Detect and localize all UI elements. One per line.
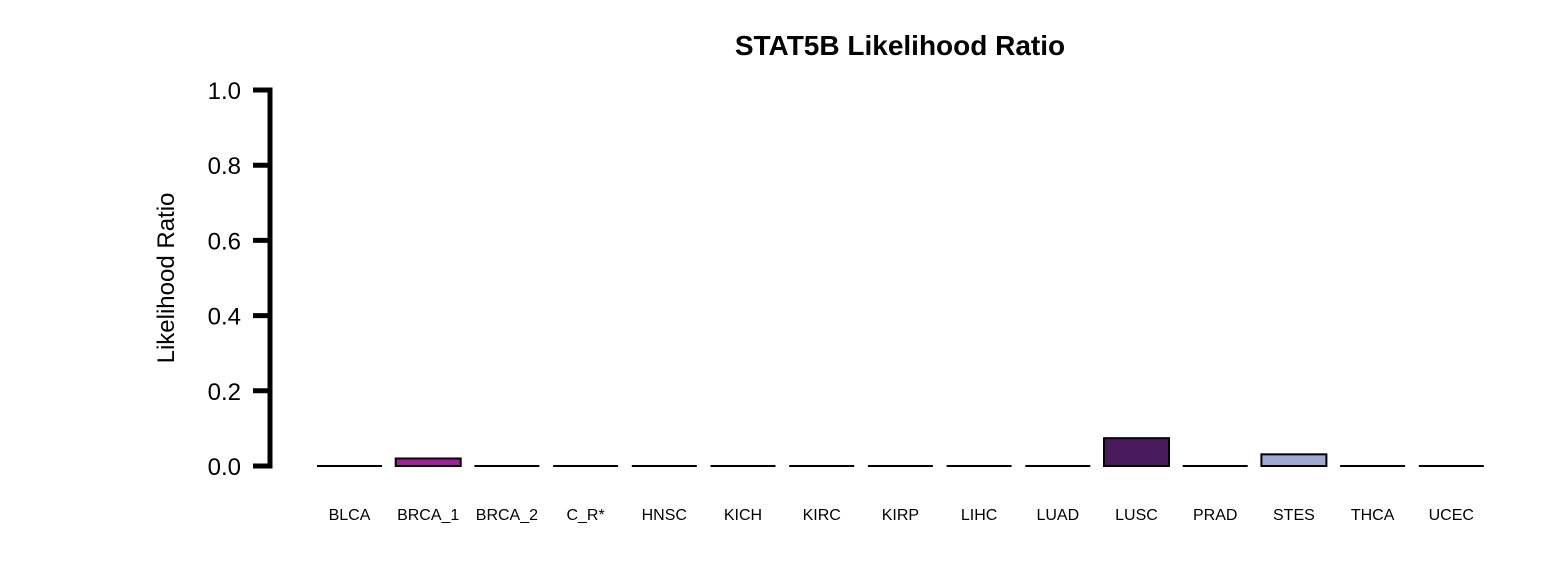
y-tick-label: 0.6 — [208, 228, 241, 255]
y-axis-label: Likelihood Ratio — [153, 193, 180, 364]
x-tick-label: UCEC — [1429, 507, 1474, 524]
bar-brca-1 — [394, 457, 462, 468]
x-tick-label: HNSC — [642, 507, 687, 524]
x-tick-label: PRAD — [1193, 507, 1237, 524]
bars — [317, 437, 1484, 468]
x-tick-label: C_R* — [566, 507, 604, 524]
x-tick-label: BRCA_1 — [397, 507, 459, 524]
x-tick-label: LIHC — [961, 507, 997, 524]
x-tick-label: BLCA — [329, 507, 371, 524]
x-tick-label: LUSC — [1115, 507, 1158, 524]
y-tick-label: 0.0 — [208, 454, 241, 481]
bar-stes — [1260, 453, 1328, 467]
chart-title: STAT5B Likelihood Ratio — [735, 30, 1065, 61]
x-axis-labels: BLCA BRCA_1 BRCA_2 C_R* HNSC KICH KIRC KIRP LIHC… — [329, 507, 1474, 524]
x-tick-label: BRCA_2 — [476, 507, 538, 524]
y-tick-label: 0.2 — [208, 379, 241, 406]
y-tick-label: 0.4 — [208, 304, 241, 331]
y-axis: 0.0 0.2 0.4 0.6 0.8 1.0 — [208, 78, 273, 481]
bar-lusc — [1103, 437, 1170, 467]
x-tick-label: KICH — [724, 507, 762, 524]
x-tick-label: STES — [1273, 507, 1315, 524]
x-tick-label: KIRP — [882, 507, 919, 524]
y-tick-label: 0.8 — [208, 153, 241, 180]
x-tick-label: LUAD — [1036, 507, 1079, 524]
x-tick-label: THCA — [1351, 507, 1395, 524]
y-tick-label: 1.0 — [208, 78, 241, 105]
x-tick-label: KIRC — [803, 507, 841, 524]
